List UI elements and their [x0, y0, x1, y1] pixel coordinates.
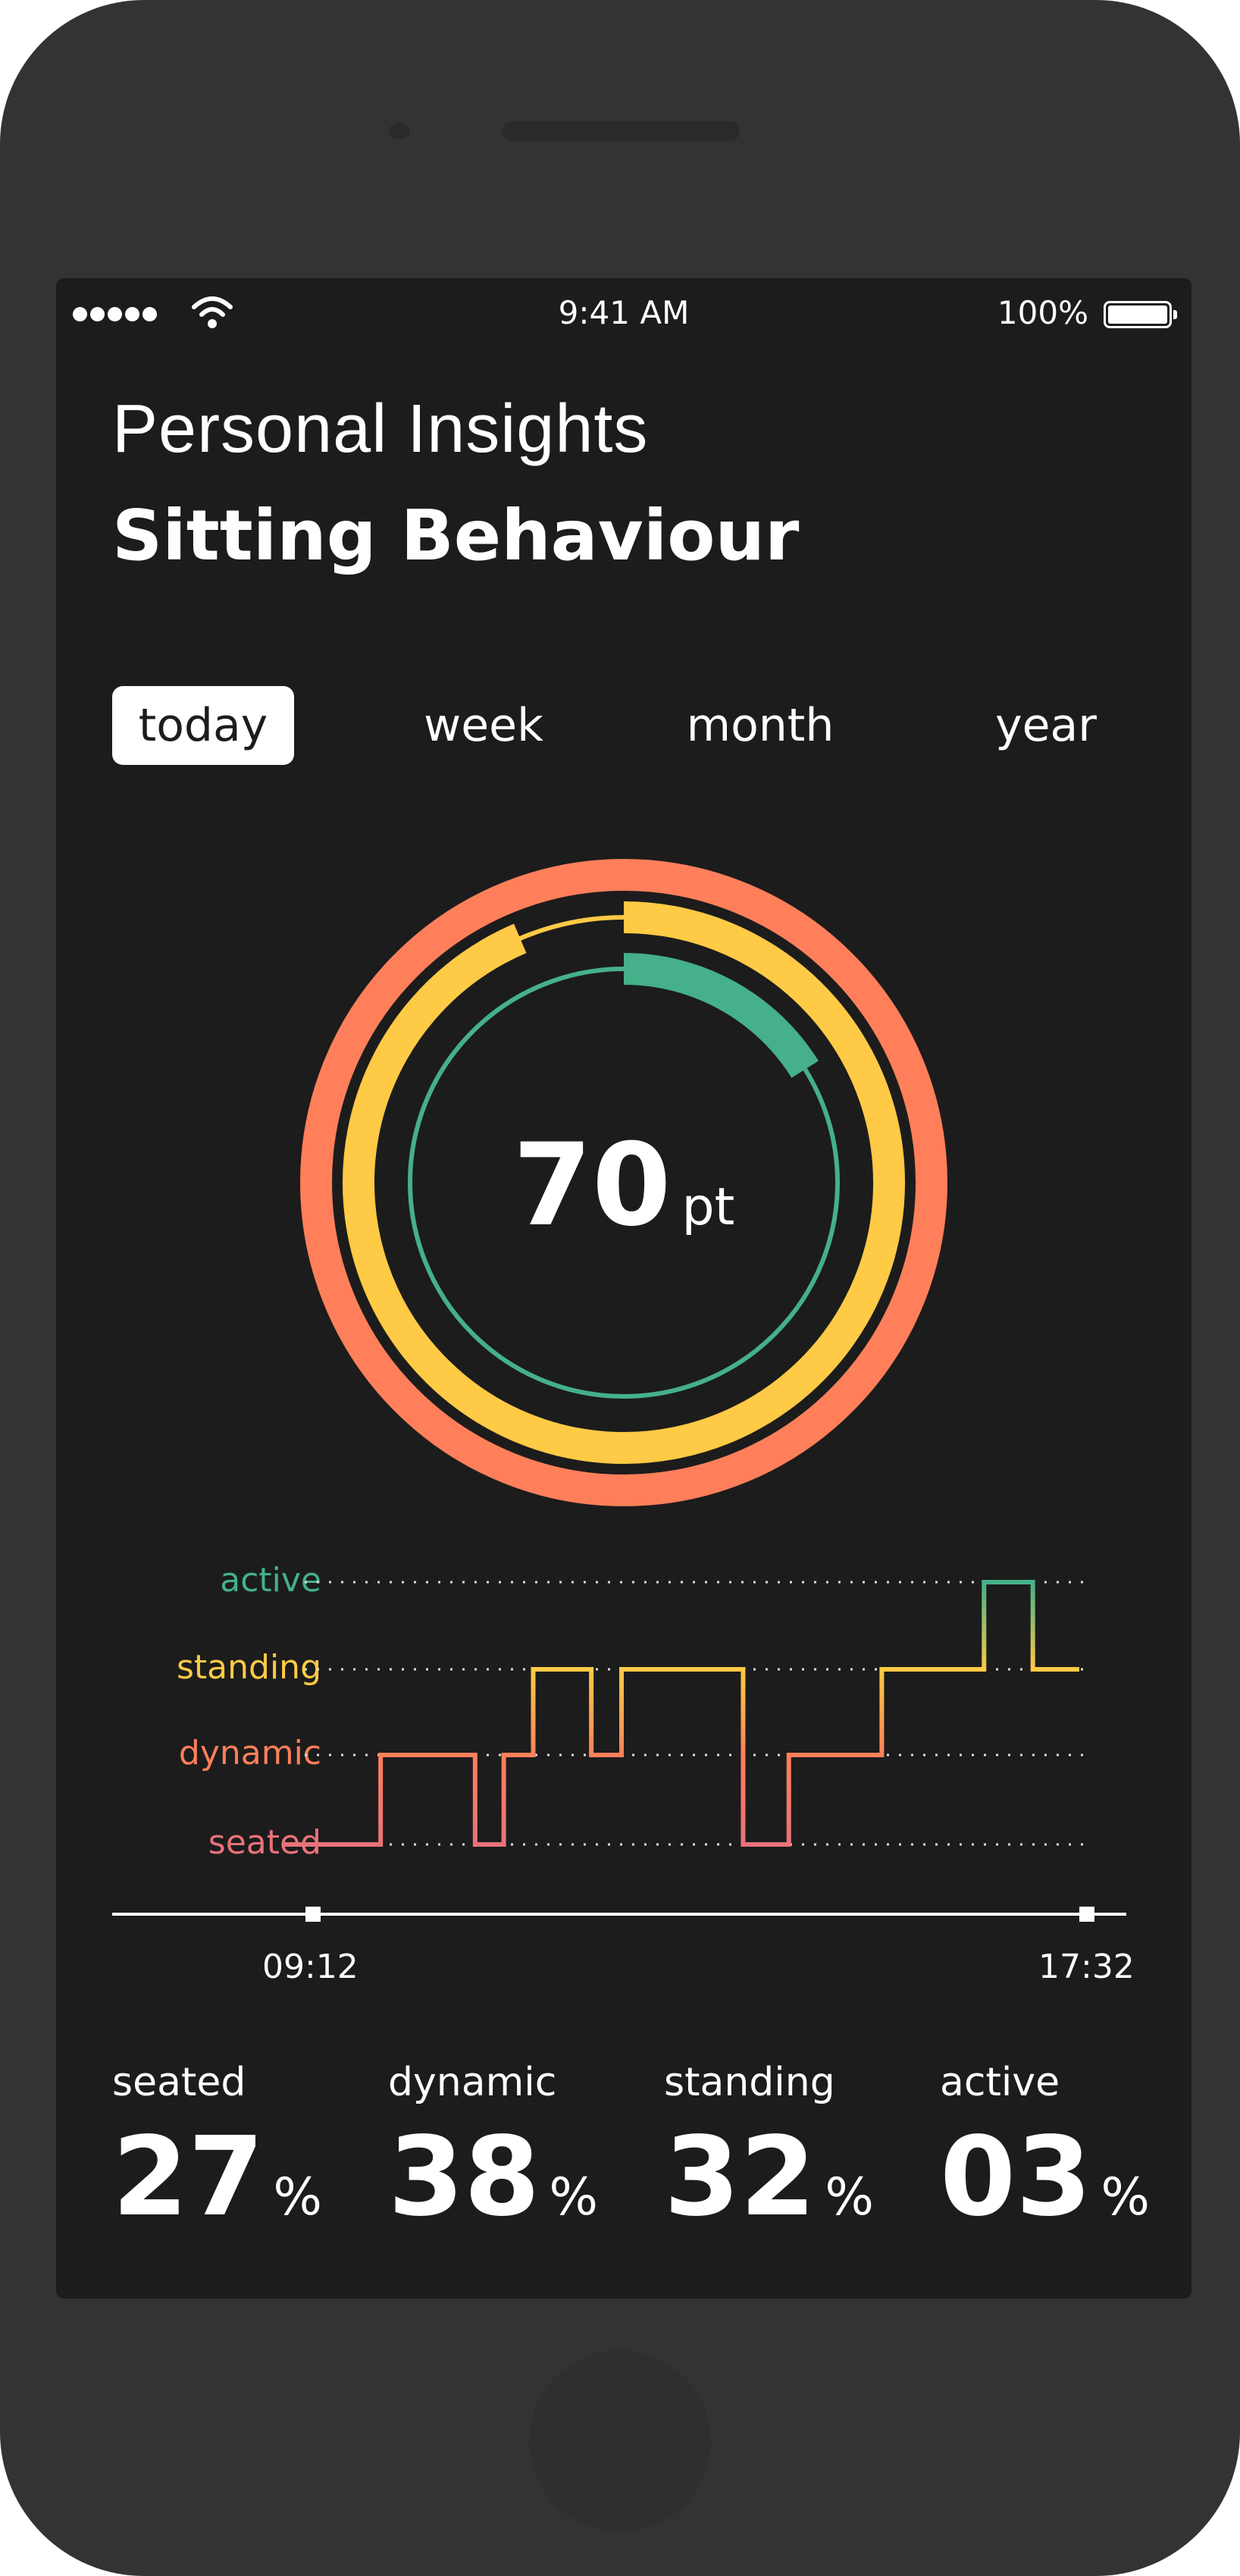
step-line [283, 1580, 1079, 1847]
tab-week[interactable]: week [424, 699, 543, 752]
page-subtitle: Sitting Behaviour [112, 495, 800, 576]
tab-month[interactable]: month [686, 699, 834, 752]
score-value: 70 [512, 1120, 672, 1252]
score-unit: pt [681, 1177, 735, 1237]
status-time: 9:41 AM [558, 294, 690, 331]
battery-icon [1104, 301, 1177, 328]
score-rings [300, 859, 947, 1506]
period-tabs: today week month year [112, 686, 1137, 765]
page-title: Personal Insights [112, 391, 649, 467]
stat-unit: % [1101, 2167, 1151, 2227]
tab-today[interactable]: today [112, 686, 294, 765]
home-button[interactable] [529, 2350, 711, 2532]
stat-seated: seated 27% [112, 2060, 322, 2231]
stat-standing: standing 32% [664, 2060, 874, 2231]
stat-label: standing [664, 2060, 835, 2105]
ring-dynamic [300, 859, 947, 1506]
ring-standing [343, 901, 905, 1464]
signal-dots-icon [73, 307, 160, 324]
range-end-handle[interactable] [1079, 1907, 1094, 1922]
front-camera [389, 123, 410, 139]
battery-percent: 100% [997, 294, 1088, 331]
score-display: 70 pt [56, 1120, 1191, 1252]
stat-label: dynamic [388, 2060, 557, 2105]
ring-active [623, 953, 819, 1078]
stat-value: 38 [388, 2113, 540, 2240]
stat-unit: % [549, 2167, 599, 2227]
range-start-handle[interactable] [305, 1907, 321, 1922]
stat-value: 03 [940, 2113, 1092, 2240]
stat-unit: % [825, 2167, 875, 2227]
range-start-time: 09:12 [262, 1948, 359, 1986]
stat-active: active 03% [940, 2060, 1150, 2231]
wifi-icon [192, 296, 233, 328]
lane-label-active: active [220, 1561, 321, 1600]
tab-year[interactable]: year [995, 699, 1097, 752]
sitting-timeline-chart [112, 1580, 1126, 1922]
stat-unit: % [273, 2167, 323, 2227]
earpiece-speaker [502, 121, 740, 141]
screen: 9:41 AM 100% Personal Insights Sitting B… [56, 278, 1191, 2299]
stat-value: 27 [112, 2113, 265, 2240]
range-end-time: 17:32 [1038, 1948, 1135, 1986]
stat-label: seated [112, 2060, 246, 2105]
stat-label: active [940, 2060, 1060, 2105]
lane-label-dynamic: dynamic [178, 1734, 321, 1772]
lane-label-standing: standing [177, 1648, 321, 1687]
stat-value: 32 [664, 2113, 816, 2240]
stat-dynamic: dynamic 38% [388, 2060, 598, 2231]
